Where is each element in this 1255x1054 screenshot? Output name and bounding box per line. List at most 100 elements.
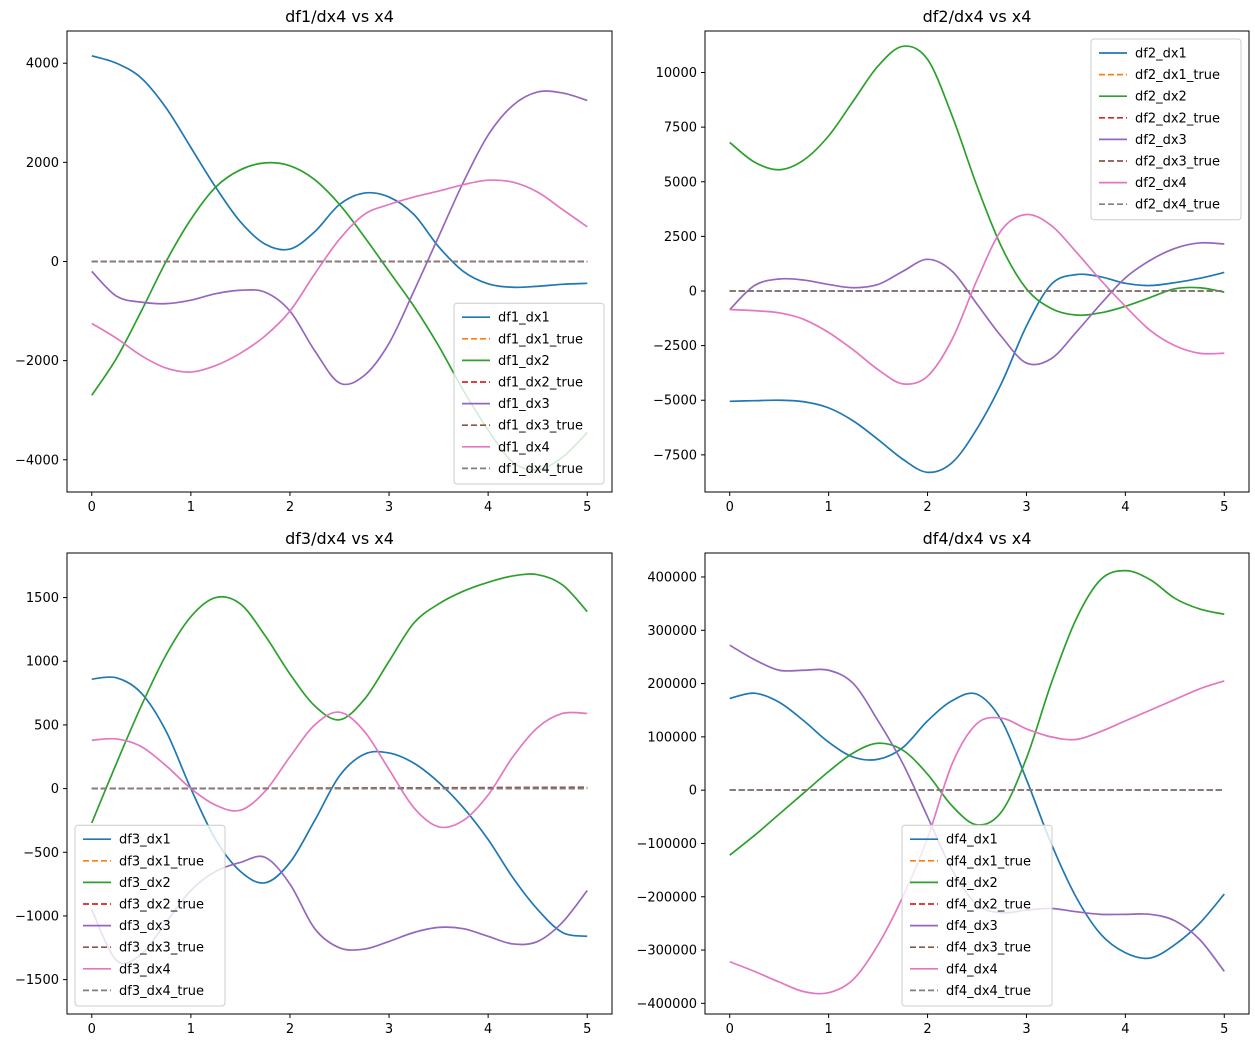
legend-label: df4_dx1 [946, 833, 998, 848]
legend-label: df4_dx4_true [946, 984, 1031, 999]
legend-label: df2_dx1_true [1135, 68, 1220, 83]
series-line-df2_dx2 [729, 45, 1225, 317]
series-line-df2_dx1 [729, 271, 1225, 474]
legend-label: df1_dx2 [498, 354, 550, 369]
x-tick-label: 5 [1220, 1022, 1228, 1037]
x-tick-label: 2 [286, 500, 294, 515]
x-tick-label: 3 [1022, 500, 1030, 515]
x-tick-label: 4 [1121, 500, 1129, 515]
legend-label: df1_dx3_true [498, 419, 583, 434]
y-tick-label: 7500 [664, 121, 697, 136]
x-tick-label: 0 [726, 500, 734, 515]
y-tick-label: −100000 [636, 837, 697, 852]
legend-label: df3_dx3_true [119, 941, 204, 956]
y-tick-label: −1500 [15, 973, 59, 988]
x-tick-label: 2 [286, 1022, 294, 1037]
legend-label: df3_dx3 [119, 919, 171, 934]
legend-label: df3_dx2_true [119, 898, 204, 913]
x-tick-label: 1 [824, 1022, 832, 1037]
legend-label: df3_dx1 [119, 833, 171, 848]
legend-box [1090, 38, 1242, 221]
legend: df3_dx1 df3_dx1_true df3_dx2 df3_dx2_truedf… [74, 824, 226, 1007]
y-tick-label: −400000 [636, 997, 697, 1012]
y-tick-label: −1000 [15, 909, 59, 924]
legend-label: df3_dx2 [119, 876, 171, 891]
legend: df4_dx1 df4_dx1_true df4_dx2 df4_dx2_truedf… [901, 824, 1053, 1007]
x-tick-label: 0 [88, 1022, 96, 1037]
legend-label: df3_dx4 [119, 962, 171, 977]
subplot-title: df3/dx4 vs x4 [285, 529, 394, 548]
y-tick-label: 1500 [26, 591, 59, 606]
y-tick-label: −500 [23, 846, 59, 861]
x-tick-label: 1 [187, 1022, 195, 1037]
series-line-df3_dx1 [91, 676, 588, 938]
legend-label: df3_dx1_true [119, 854, 204, 869]
y-tick-label: −300000 [636, 944, 697, 959]
subplot-title: df1/dx4 vs x4 [285, 7, 394, 26]
x-tick-label: 0 [88, 500, 96, 515]
legend-box [453, 302, 605, 485]
y-tick-label: 0 [51, 782, 59, 797]
legend-label: df2_dx3_true [1135, 155, 1220, 170]
subplot-2: df2/dx4 vs x4 0 1 2 3 4 5 −7500 −5000 −2500 0 2500 5… [653, 7, 1250, 515]
series-line-df1_dx4 [91, 179, 588, 373]
y-tick-label: 4000 [26, 57, 59, 72]
subplot-title: df2/dx4 vs x4 [923, 7, 1032, 26]
series-line-df4_dx4 [729, 680, 1225, 995]
series-line-df1_dx3 [91, 90, 588, 386]
y-tick-label: −2000 [15, 354, 59, 369]
series-group [729, 45, 1225, 474]
series-line-df4_dx1 [729, 692, 1225, 960]
legend: df1_dx1 df1_dx1_true df1_dx2 df1_dx2_truedf… [453, 302, 605, 485]
x-tick-label: 5 [1220, 500, 1228, 515]
y-tick-label: −4000 [15, 453, 59, 468]
legend-label: df1_dx4 [498, 440, 550, 455]
x-tick-label: 2 [923, 500, 931, 515]
y-tick-label: 10000 [656, 66, 697, 81]
legend-label: df1_dx2_true [498, 376, 583, 391]
legend-label: df2_dx3 [1135, 133, 1187, 148]
x-tick-label: 5 [583, 1022, 591, 1037]
y-tick-label: −7500 [653, 448, 697, 463]
legend-label: df4_dx4 [946, 962, 998, 977]
y-tick-label: 2000 [26, 156, 59, 171]
y-tick-label: 300000 [647, 624, 697, 639]
legend-label: df2_dx2 [1135, 90, 1187, 105]
y-tick-label: −2500 [653, 339, 697, 354]
legend-label: df1_dx1_true [498, 332, 583, 347]
x-tick-label: 2 [923, 1022, 931, 1037]
x-tick-label: 1 [187, 500, 195, 515]
y-tick-label: 2500 [664, 230, 697, 245]
subplot-4: df4/dx4 vs x4 0 1 2 3 4 5 −400000 −300000 −200000… [636, 529, 1250, 1037]
y-tick-label: 5000 [664, 175, 697, 190]
y-tick-label: 500 [34, 718, 59, 733]
y-tick-label: 1000 [26, 655, 59, 670]
y-tick-label: 0 [51, 255, 59, 270]
x-tick-label: 4 [1121, 1022, 1129, 1037]
legend: df2_dx1 df2_dx1_true df2_dx2 df2_dx2_truedf… [1090, 38, 1242, 221]
legend-label: df2_dx1 [1135, 47, 1187, 62]
axes-frame [704, 30, 1250, 493]
legend-label: df1_dx1 [498, 311, 550, 326]
series-line-df4_dx2 [729, 569, 1225, 856]
y-tick-label: −200000 [636, 890, 697, 905]
series-line-df3_dx4 [91, 711, 588, 829]
legend-label: df3_dx4_true [119, 984, 204, 999]
series-line-df2_dx4 [729, 213, 1225, 386]
x-tick-label: 3 [385, 1022, 393, 1037]
y-tick-label: 0 [689, 784, 697, 799]
legend-label: df4_dx2_true [946, 898, 1031, 913]
subplot-title: df4/dx4 vs x4 [923, 529, 1032, 548]
legend-label: df2_dx4_true [1135, 198, 1220, 213]
legend-label: df4_dx2 [946, 876, 998, 891]
x-tick-label: 4 [484, 1022, 492, 1037]
legend-box [901, 824, 1053, 1007]
series-line-df1_dx1 [91, 54, 588, 289]
x-tick-label: 5 [583, 500, 591, 515]
series-line-df2_dx3 [729, 241, 1225, 366]
x-tick-label: 1 [824, 500, 832, 515]
legend-box [74, 824, 226, 1007]
axes-frame [66, 552, 613, 1015]
legend-label: df1_dx3 [498, 397, 550, 412]
